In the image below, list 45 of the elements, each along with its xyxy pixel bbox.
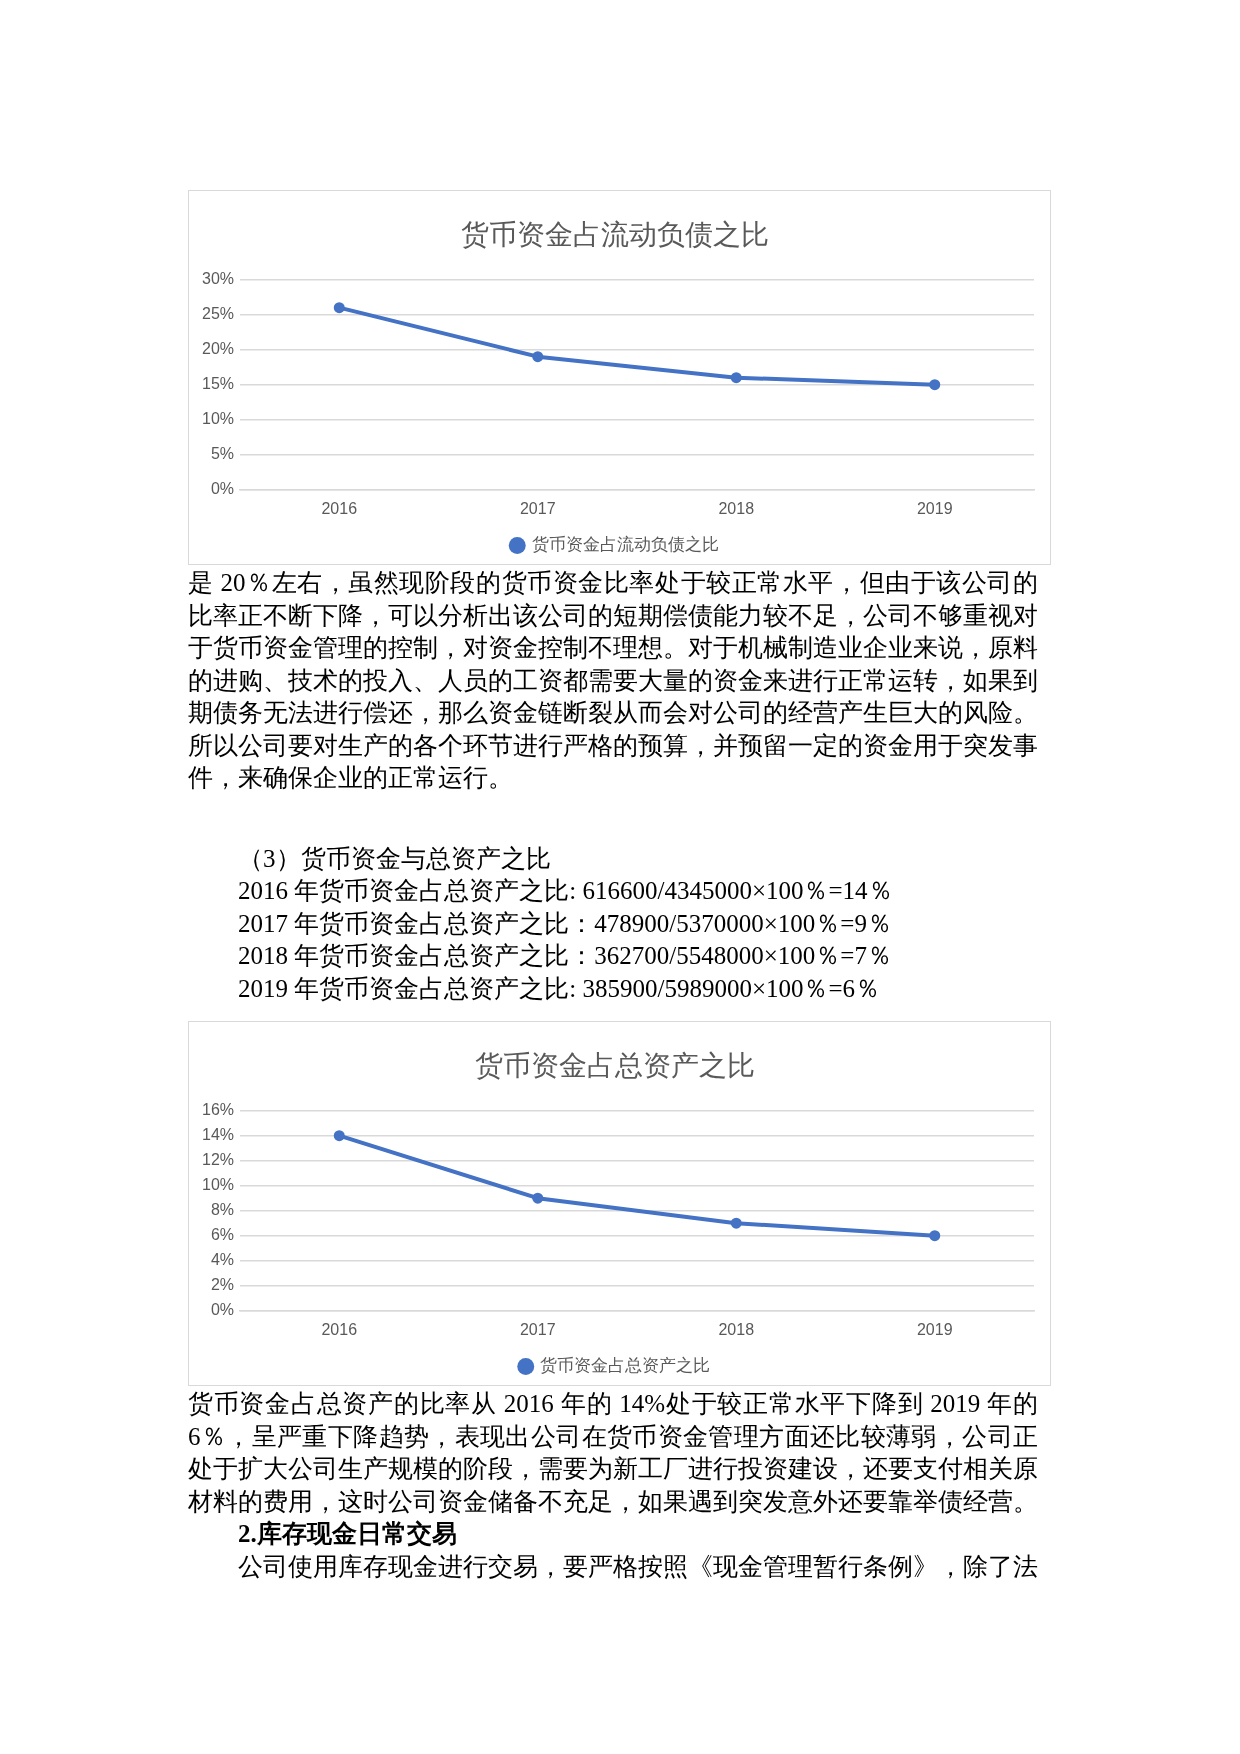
x-tick-label: 2017 [519, 499, 556, 517]
y-tick-label: 10% [201, 1176, 235, 1194]
text: 2017 年货币资金占总资产之比：478900/5370000×100％=9％ [238, 908, 893, 939]
text: 货币资金占总资产的比率从 2016 年的 14%处于较正常水平下降到 2019 年的 6％，呈严重下降趋势，表现出公司在货币资金管理方面还比较薄弱，公司正处于扩大公司生产规模的阶段，需要为新工厂进行投资建设，还要支付相关原材料的费用，这时公司资金储备不充足，如果遇到突发意外还要靠举债经营。 [188, 1389, 1038, 1517]
chart-title: 货币资金占总资产之比 [475, 1049, 755, 1081]
text: （3）货币资金与总资产之比 [238, 843, 552, 874]
y-tick-label: 8% [210, 1201, 235, 1219]
legend-label: 货币资金占总资产之比 [540, 1356, 711, 1376]
legend-label: 货币资金占流动负债之比 [531, 535, 719, 555]
y-tick-label: 14% [201, 1126, 235, 1144]
point [333, 302, 345, 314]
x-tick-label: 2016 [321, 1320, 358, 1338]
text: 公司使用库存现金进行交易，要严格按照《现金管理暂行条例》，除了法 [238, 1551, 1039, 1582]
point [730, 372, 742, 384]
point [730, 1217, 742, 1229]
y-tick-label: 25% [201, 305, 235, 323]
x-tick-label: 2019 [916, 499, 953, 517]
y-tick-label: 2% [210, 1276, 235, 1294]
y-tick-label: 20% [201, 340, 235, 358]
x-tick-label: 2016 [321, 499, 358, 517]
text: 是 20％左右，虽然现阶段的货币资金比率处于较正常水平，但由于该公司的比率正不断下降，可以分析出该公司的短期偿债能力较不足，公司不够重视对于货币资金管理的控制，对资金控制不理想。对于机械制造业企业来说，原料的进购、技术的投入、人员的工资都需要大量的资金来进行正常运转，如果到期债务无法进行偿还，那么资金链断裂从而会对公司的经营产生巨大的风险。所以公司要对生产的各个环节进行严格的预算，并预留一定的资金用于突发事件，来确保企业的正常运行。 [188, 568, 1038, 793]
y-tick-label: 10% [201, 410, 235, 428]
text: 2018 年货币资金占总资产之比：362700/5548000×100％=7％ [238, 941, 893, 971]
point [532, 351, 544, 363]
y-tick-label: 12% [201, 1151, 235, 1169]
point [532, 1192, 544, 1204]
y-tick-label: 15% [201, 375, 235, 393]
text: 2019 年货币资金占总资产之比: 385900/5989000×100％=6％ [238, 973, 882, 1004]
text: 2.库存现金日常交易 [238, 1519, 458, 1549]
point [929, 379, 941, 391]
y-tick-label: 0% [210, 1301, 235, 1319]
chart-title: 货币资金占流动负债之比 [461, 218, 769, 250]
y-tick-label: 6% [210, 1226, 235, 1244]
text: 2016 年货币资金占总资产之比: 616600/4345000×100％=14％ [238, 876, 894, 906]
y-tick-label: 0% [210, 480, 235, 498]
x-tick-label: 2018 [718, 1320, 755, 1338]
x-tick-label: 2019 [916, 1320, 953, 1338]
x-tick-label: 2017 [519, 1320, 556, 1338]
y-tick-label: 4% [210, 1251, 235, 1269]
point [333, 1130, 345, 1142]
y-tick-label: 30% [201, 270, 235, 288]
y-tick-label: 16% [201, 1101, 235, 1119]
x-tick-label: 2018 [718, 499, 755, 517]
point [929, 1230, 941, 1242]
y-tick-label: 5% [210, 445, 235, 463]
